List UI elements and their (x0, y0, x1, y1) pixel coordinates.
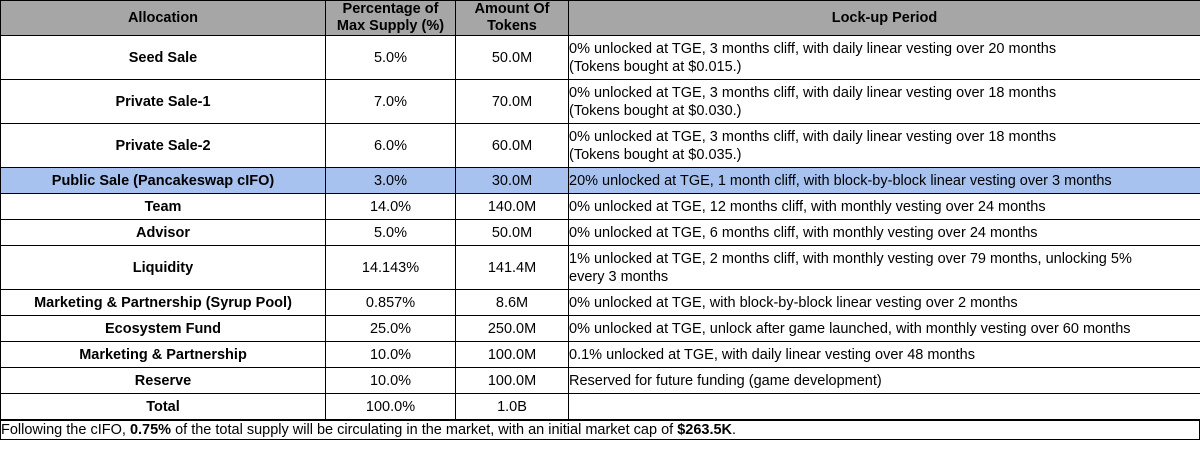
cell-percentage: 3.0% (325, 167, 456, 194)
cell-lockup-line1: 20% unlocked at TGE, 1 month cliff, with… (569, 172, 1112, 189)
cell-lockup-line1: Reserved for future funding (game develo… (569, 372, 882, 389)
table-row: Marketing & Partnership (Syrup Pool) 0.85… (0, 289, 1200, 316)
cell-amount: 250.0M (455, 315, 569, 342)
footnote-table: Following the cIFO, 0.75% of the total s… (0, 420, 1200, 440)
cell-lockup-line1: 0% unlocked at TGE, 12 months cliff, wit… (569, 198, 1046, 215)
table-row: Reserve 10.0% 100.0M Reserved for future fu… (0, 367, 1200, 394)
cell-amount: 1.0B (455, 393, 569, 420)
column-header-amount-line2: Tokens (487, 18, 537, 34)
table-row: Seed Sale 5.0% 50.0M 0% unlocked at TGE, 3 … (0, 35, 1200, 80)
cell-amount: 50.0M (455, 35, 569, 80)
cell-percentage: 10.0% (325, 341, 456, 368)
table-row: Public Sale (Pancakeswap cIFO) 3.0% 30.0M 2… (0, 167, 1200, 194)
cell-percentage: 14.143% (325, 245, 456, 290)
cell-lockup: 0.1% unlocked at TGE, with daily linear … (568, 341, 1200, 368)
cell-allocation: Private Sale-1 (0, 79, 326, 124)
cell-allocation: Liquidity (0, 245, 326, 290)
cell-lockup (568, 393, 1200, 420)
cell-lockup: 0% unlocked at TGE, 3 months cliff, with… (568, 123, 1200, 168)
table-header: Allocation Percentage of Max Supply (%) … (0, 0, 1200, 36)
cell-lockup-line2: (Tokens bought at $0.035.) (569, 146, 742, 163)
cell-percentage: 10.0% (325, 367, 456, 394)
column-header-allocation: Allocation (0, 0, 326, 36)
column-header-lockup: Lock-up Period (568, 0, 1200, 36)
cell-allocation: Team (0, 193, 326, 220)
cell-lockup: Reserved for future funding (game develo… (568, 367, 1200, 394)
footnote-row: Following the cIFO, 0.75% of the total s… (0, 420, 1200, 440)
cell-lockup-line2: (Tokens bought at $0.015.) (569, 58, 742, 75)
cell-allocation: Total (0, 393, 326, 420)
cell-percentage: 100.0% (325, 393, 456, 420)
cell-allocation: Marketing & Partnership (Syrup Pool) (0, 289, 326, 316)
cell-lockup-line1: 0% unlocked at TGE, with block-by-block … (569, 294, 1018, 311)
cell-percentage: 0.857% (325, 289, 456, 316)
cell-amount: 8.6M (455, 289, 569, 316)
cell-allocation: Private Sale-2 (0, 123, 326, 168)
cell-allocation: Advisor (0, 219, 326, 246)
table-row: Advisor 5.0% 50.0M 0% unlocked at TGE, 6 mo… (0, 219, 1200, 246)
cell-amount: 141.4M (455, 245, 569, 290)
column-header-amount: Amount Of Tokens (455, 0, 569, 36)
table-row: Marketing & Partnership 10.0% 100.0M 0.1% u… (0, 341, 1200, 368)
cell-allocation: Ecosystem Fund (0, 315, 326, 342)
cell-percentage: 6.0% (325, 123, 456, 168)
cell-lockup-line2: (Tokens bought at $0.030.) (569, 102, 742, 119)
cell-allocation: Reserve (0, 367, 326, 394)
cell-percentage: 7.0% (325, 79, 456, 124)
cell-lockup: 0% unlocked at TGE, 12 months cliff, wit… (568, 193, 1200, 220)
cell-lockup-line1: 0% unlocked at TGE, 3 months cliff, with… (569, 128, 1057, 145)
table-row: Team 14.0% 140.0M 0% unlocked at TGE, 12 mo… (0, 193, 1200, 220)
header-row: Allocation Percentage of Max Supply (%) … (0, 0, 1200, 36)
cell-amount: 100.0M (455, 341, 569, 368)
cell-lockup-line1: 0% unlocked at TGE, 6 months cliff, with… (569, 224, 1038, 241)
footnote-bold-marketcap: $263.5K (677, 422, 733, 438)
table-row: Ecosystem Fund 25.0% 250.0M 0% unlocked at … (0, 315, 1200, 342)
tokenomics-table-container: Allocation Percentage of Max Supply (%) … (0, 0, 1200, 440)
cell-lockup: 20% unlocked at TGE, 1 month cliff, with… (568, 167, 1200, 194)
footnote-text: Following the cIFO, 0.75% of the total s… (0, 420, 1200, 440)
cell-amount: 60.0M (455, 123, 569, 168)
footnote-part3: . (732, 422, 737, 438)
table-row: Liquidity 14.143% 141.4M 1% unlocked at TGE… (0, 245, 1200, 290)
column-header-amount-line1: Amount Of (474, 1, 550, 17)
cell-lockup: 0% unlocked at TGE, 3 months cliff, with… (568, 79, 1200, 124)
table-row: Private Sale-2 6.0% 60.0M 0% unlocked at TG… (0, 123, 1200, 168)
cell-amount: 140.0M (455, 193, 569, 220)
cell-amount: 70.0M (455, 79, 569, 124)
cell-allocation: Public Sale (Pancakeswap cIFO) (0, 167, 326, 194)
tokenomics-table: Allocation Percentage of Max Supply (%) … (0, 0, 1200, 420)
cell-lockup: 0% unlocked at TGE, 6 months cliff, with… (568, 219, 1200, 246)
footnote-bold-percent: 0.75% (129, 422, 172, 438)
cell-lockup-line1: 1% unlocked at TGE, 2 months cliff, with… (569, 250, 1132, 267)
table-body: Seed Sale 5.0% 50.0M 0% unlocked at TGE, 3 … (0, 35, 1200, 420)
cell-percentage: 5.0% (325, 35, 456, 80)
table-row: Private Sale-1 7.0% 70.0M 0% unlocked at TG… (0, 79, 1200, 124)
cell-percentage: 5.0% (325, 219, 456, 246)
cell-allocation: Marketing & Partnership (0, 341, 326, 368)
cell-allocation: Seed Sale (0, 35, 326, 80)
column-header-percentage-line2: Max Supply (%) (336, 18, 445, 34)
cell-lockup: 1% unlocked at TGE, 2 months cliff, with… (568, 245, 1200, 290)
cell-amount: 100.0M (455, 367, 569, 394)
cell-lockup-line1: 0.1% unlocked at TGE, with daily linear … (569, 346, 975, 363)
table-row: Total 100.0% 1.0B (0, 393, 1200, 420)
column-header-percentage: Percentage of Max Supply (%) (325, 0, 456, 36)
cell-lockup-line2: every 3 months (569, 268, 669, 285)
cell-lockup: 0% unlocked at TGE, 3 months cliff, with… (568, 35, 1200, 80)
cell-lockup: 0% unlocked at TGE, with block-by-block … (568, 289, 1200, 316)
footnote-part2: of the total supply will be circulating … (171, 422, 678, 438)
cell-lockup-line1: 0% unlocked at TGE, 3 months cliff, with… (569, 84, 1057, 101)
cell-lockup-line1: 0% unlocked at TGE, unlock after game la… (569, 320, 1131, 337)
cell-percentage: 25.0% (325, 315, 456, 342)
cell-lockup-line1: 0% unlocked at TGE, 3 months cliff, with… (569, 40, 1057, 57)
cell-amount: 50.0M (455, 219, 569, 246)
footnote-part1: Following the cIFO, (1, 422, 130, 438)
cell-amount: 30.0M (455, 167, 569, 194)
cell-percentage: 14.0% (325, 193, 456, 220)
cell-lockup: 0% unlocked at TGE, unlock after game la… (568, 315, 1200, 342)
column-header-percentage-line1: Percentage of (342, 1, 439, 17)
